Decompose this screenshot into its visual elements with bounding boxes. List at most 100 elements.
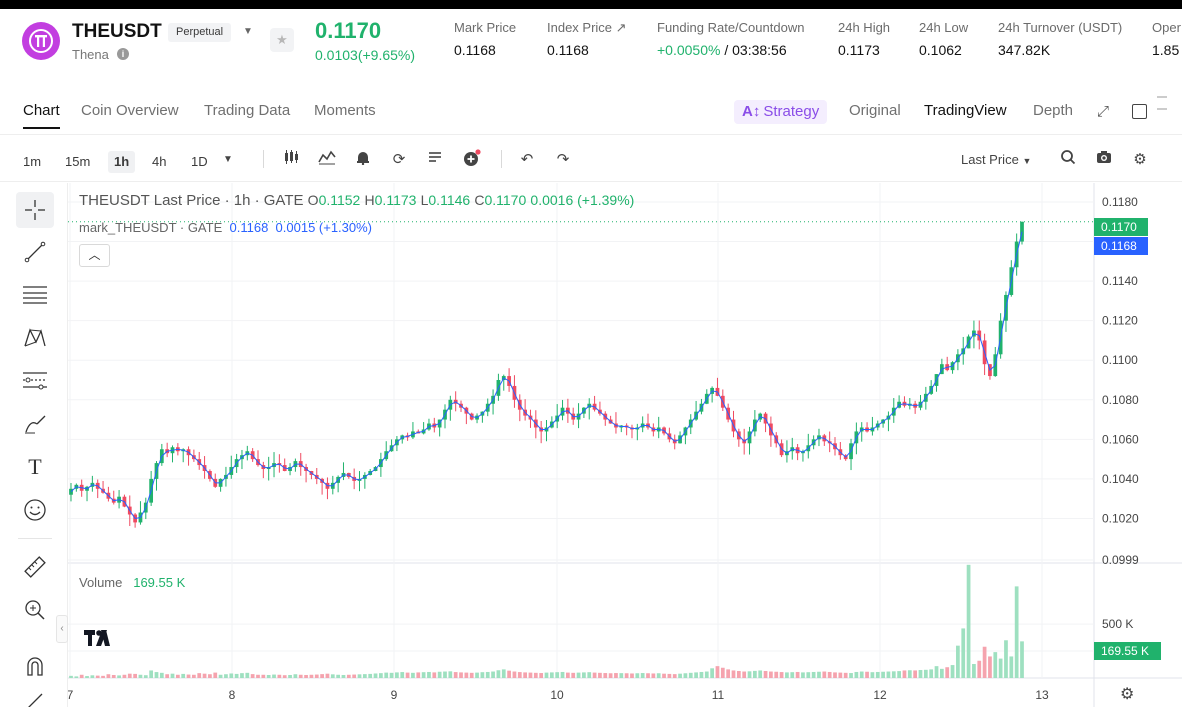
alert-icon[interactable]: [352, 149, 374, 171]
thena-logo: [22, 22, 60, 60]
brush-tool-icon[interactable]: [16, 406, 54, 442]
tab-trading-data[interactable]: Trading Data: [204, 102, 291, 119]
legend-o-label: O: [307, 192, 319, 208]
volume-bar: [362, 674, 367, 678]
magnet-icon[interactable]: [16, 648, 54, 684]
timeframe-15m[interactable]: 15m: [65, 154, 91, 169]
timeframe-1d[interactable]: 1D: [191, 154, 208, 169]
project-name: Thena: [72, 47, 109, 62]
info-icon[interactable]: i: [117, 48, 129, 60]
stat-24h-turnover: 24h Turnover (USDT) 347.82K: [998, 20, 1122, 58]
redo-icon[interactable]: ↷: [556, 151, 570, 168]
ruler-icon[interactable]: [16, 549, 54, 585]
symbol-name[interactable]: THEUSDT: [72, 21, 162, 42]
volume-bar: [389, 672, 394, 678]
volume-bar: [865, 671, 869, 678]
legend-collapse-button[interactable]: ︿: [79, 244, 110, 267]
volume-bar: [395, 672, 399, 678]
zoom-in-icon[interactable]: [16, 592, 54, 628]
window-mode-icon[interactable]: [1132, 104, 1147, 119]
tab-chart[interactable]: Chart: [23, 102, 60, 129]
indicators-icon[interactable]: [316, 149, 338, 171]
volume-bar: [849, 673, 853, 678]
volume-bar: [715, 666, 720, 678]
volume-bar: [384, 672, 389, 678]
timeframe-dropdown-icon[interactable]: ▼: [223, 154, 233, 165]
text-tool-icon[interactable]: T: [28, 454, 42, 479]
volume-bar: [400, 672, 405, 678]
timeframe-4h[interactable]: 4h: [152, 154, 167, 169]
volume-bar: [598, 672, 602, 678]
volume-bar: [651, 673, 656, 678]
candlestick-chart-svg[interactable]: 0.11800.11600.11400.11200.11000.10800.10…: [67, 183, 1182, 707]
price-tick-label: 0.1080: [1102, 393, 1139, 407]
volume-bar: [998, 658, 1003, 678]
stat-label[interactable]: Index Price ↗: [547, 20, 627, 35]
volume-bar: [539, 673, 544, 678]
collapse-sidebar-button[interactable]: ‹: [56, 615, 68, 643]
volume-bar: [528, 672, 533, 678]
volume-bar: [1014, 586, 1019, 678]
lock-drawings-icon[interactable]: [16, 690, 54, 707]
emoji-icon[interactable]: [16, 492, 54, 528]
gear-icon[interactable]: ⚙: [1133, 151, 1147, 168]
volume-bar: [432, 672, 437, 678]
undo-icon[interactable]: ↶: [520, 151, 534, 168]
tab-original[interactable]: Original: [849, 102, 901, 119]
volume-bar: [165, 674, 170, 678]
volume-bar: [742, 671, 747, 678]
stat-label: Funding Rate/Countdown: [657, 20, 805, 35]
trend-line-icon[interactable]: [16, 234, 54, 270]
horizontal-lines-icon[interactable]: [16, 277, 54, 313]
fullscreen-icon[interactable]: ⤢: [1097, 103, 1110, 120]
camera-icon[interactable]: [1093, 149, 1115, 171]
volume-bar: [785, 672, 789, 678]
fib-tool-icon[interactable]: [16, 363, 54, 399]
pattern-tool-icon[interactable]: [16, 320, 54, 356]
stat-index-price[interactable]: Index Price ↗ 0.1168: [547, 20, 627, 58]
volume-bar: [603, 673, 608, 678]
volume-bar: [678, 673, 682, 678]
volume-bar: [379, 673, 383, 678]
volume-bar: [555, 672, 560, 678]
strategy-label: Strategy: [763, 103, 820, 120]
timeframe-1m[interactable]: 1m: [23, 154, 42, 169]
candle-type-icon[interactable]: [280, 149, 302, 171]
crosshair-icon[interactable]: [16, 192, 54, 228]
volume-bar: [320, 674, 324, 678]
templates-icon[interactable]: [424, 149, 446, 171]
price-chart[interactable]: 0.11800.11600.11400.11200.11000.10800.10…: [67, 183, 1182, 707]
mark-price-line: [70, 231, 1023, 520]
volume-bar: [694, 672, 698, 678]
time-tick-label: 9: [391, 688, 398, 702]
volume-bar: [859, 671, 864, 678]
add-plus-icon[interactable]: [461, 149, 483, 171]
symbol-dropdown-icon[interactable]: ▼: [243, 26, 253, 37]
scrollbar-handle[interactable]: [1157, 96, 1167, 110]
timeframe-1h[interactable]: 1h: [108, 151, 136, 173]
tab-depth[interactable]: Depth: [1033, 102, 1074, 119]
volume-bar: [822, 671, 827, 678]
favorite-star-icon[interactable]: ★: [270, 28, 294, 52]
tab-moments[interactable]: Moments: [314, 102, 376, 119]
volume-bar: [496, 670, 501, 678]
tab-tradingview[interactable]: TradingView: [924, 102, 1007, 119]
stat-funding-rate: Funding Rate/Countdown +0.0050% / 03:38:…: [657, 20, 804, 58]
replay-icon[interactable]: ⟳: [392, 151, 406, 168]
chart-settings-icon[interactable]: ⚙: [1120, 686, 1135, 703]
strategy-button[interactable]: A↕ Strategy: [734, 100, 828, 124]
volume-bar: [993, 652, 998, 678]
volume-bar: [801, 672, 805, 678]
tab-coin-overview[interactable]: Coin Overview: [81, 102, 179, 119]
drawing-tools-sidebar: [0, 183, 68, 707]
volume-bar: [790, 672, 795, 678]
price-tick-label: 0.0999: [1102, 553, 1139, 567]
stat-value: 1.85: [1152, 42, 1180, 58]
volume-bar: [961, 628, 966, 678]
price-source-select[interactable]: Last Price ▼: [961, 152, 1031, 167]
volume-tick-label: 500 K: [1102, 617, 1133, 631]
volume-bar: [138, 674, 143, 678]
volume-bar: [662, 673, 666, 678]
search-icon[interactable]: [1057, 149, 1079, 171]
volume-bar: [111, 674, 116, 678]
